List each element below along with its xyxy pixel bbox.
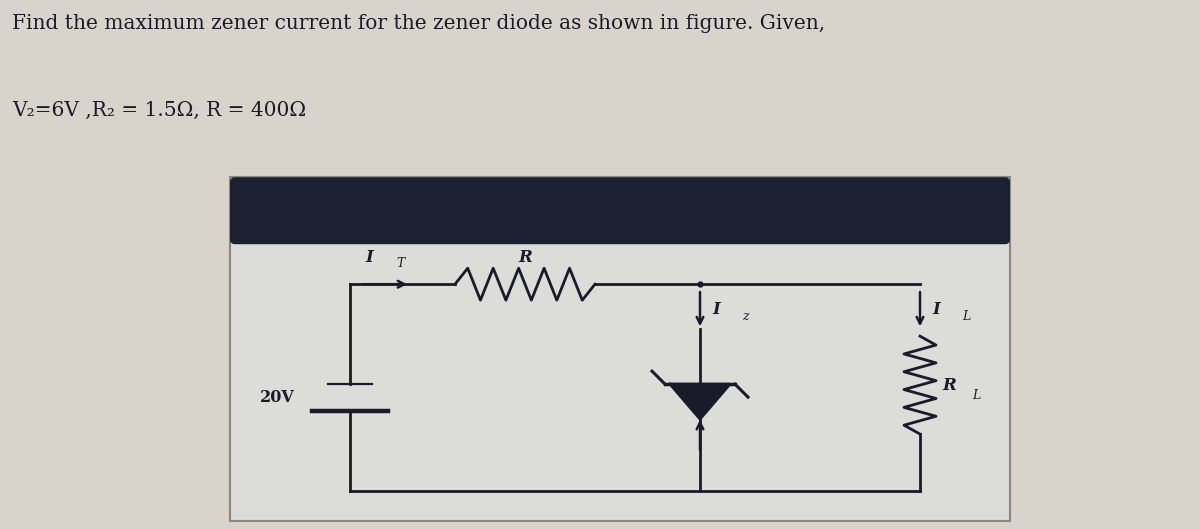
Bar <box>230 177 1010 521</box>
Polygon shape <box>670 384 730 419</box>
Text: I: I <box>712 300 720 318</box>
Text: L: L <box>962 309 971 323</box>
Text: L: L <box>972 389 980 402</box>
Text: I: I <box>932 300 940 318</box>
Text: I: I <box>365 249 373 266</box>
Text: 20V: 20V <box>260 389 295 406</box>
Text: Find the maximum zener current for the zener diode as shown in figure. Given,: Find the maximum zener current for the z… <box>12 14 826 33</box>
Text: R: R <box>942 377 956 394</box>
Text: V₂=6V ,R₂ = 1.5Ω, R = 400Ω: V₂=6V ,R₂ = 1.5Ω, R = 400Ω <box>12 101 306 120</box>
Text: T: T <box>396 257 404 270</box>
Text: R: R <box>518 249 532 266</box>
Text: z: z <box>742 309 749 323</box>
FancyBboxPatch shape <box>230 177 1010 244</box>
